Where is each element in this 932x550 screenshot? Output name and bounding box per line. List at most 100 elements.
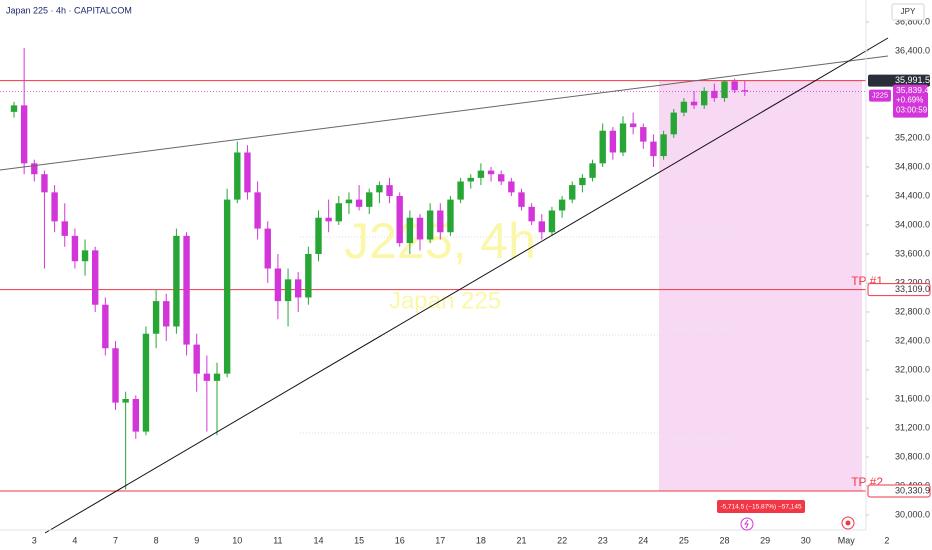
candle-body — [426, 210, 434, 240]
level-tag-label: 35,991.5 — [895, 75, 930, 85]
candle-body — [558, 199, 566, 211]
candle-body — [254, 192, 261, 229]
candle-body — [122, 398, 129, 403]
x-tick-label: 3 — [32, 535, 37, 545]
candle-body — [731, 81, 738, 91]
candle-body — [315, 217, 322, 254]
watermark-name: Japan 225 — [389, 287, 501, 314]
candle-body — [142, 333, 150, 432]
x-tick-label: 22 — [557, 535, 567, 545]
candle-body — [325, 217, 332, 222]
candle-body — [467, 177, 474, 182]
x-tick-label: 4 — [72, 535, 77, 545]
event-icon[interactable] — [841, 516, 855, 530]
candle-body — [81, 250, 89, 262]
candle-body — [203, 373, 211, 381]
candle-body — [447, 199, 454, 233]
candle-body — [274, 268, 282, 302]
measure-label: -5,714.5 (−15.87%) −57,145 — [720, 504, 802, 511]
x-tick-label: 8 — [154, 535, 159, 545]
candle-body — [701, 90, 708, 106]
y-tick-label: 32,400.0 — [895, 335, 930, 345]
candle-body — [629, 123, 637, 128]
candle-body — [10, 105, 18, 112]
event-icon[interactable] — [740, 517, 754, 531]
candle-body — [569, 185, 576, 200]
candle-body — [579, 177, 586, 186]
measure-area — [659, 80, 862, 491]
candle-body — [376, 185, 383, 193]
level-tag — [867, 484, 931, 498]
candle-body — [173, 235, 180, 327]
candle-body — [132, 398, 139, 432]
candle-body — [163, 301, 170, 327]
candle-body — [295, 279, 302, 298]
candle-body — [680, 101, 688, 113]
candle-body — [690, 101, 698, 106]
x-tick-label: 7 — [113, 535, 118, 545]
currency-box[interactable] — [891, 3, 925, 21]
x-tick-label: May — [838, 535, 856, 545]
x-tick-label: 15 — [354, 535, 364, 545]
symbol-tag — [869, 89, 891, 102]
candle-body — [152, 301, 160, 334]
candle-body — [437, 210, 444, 233]
candle-body — [335, 203, 342, 222]
x-tick-label: 30 — [801, 535, 811, 545]
trend-line-lower — [44, 37, 889, 534]
currency[interactable]: JPY — [901, 7, 916, 16]
y-tick-label: 32,800.0 — [895, 306, 930, 316]
candle-body — [741, 90, 748, 92]
candle-body — [213, 373, 221, 381]
candle-body — [20, 105, 28, 164]
candle-body — [477, 170, 485, 178]
y-tick-label: 36,400.0 — [895, 45, 930, 55]
candle-body — [31, 163, 38, 175]
candle-body — [366, 192, 373, 207]
candle-body — [457, 181, 464, 200]
candle-body — [244, 152, 251, 193]
candle-body — [41, 174, 48, 193]
x-tick-label: 21 — [516, 535, 526, 545]
candle-body — [193, 344, 200, 374]
y-tick-label: 35,200.0 — [895, 132, 930, 142]
level-tag-label: 33,109.0 — [895, 284, 930, 294]
candle-body — [223, 199, 231, 374]
x-tick-label: 29 — [760, 535, 770, 545]
candle-body — [518, 192, 525, 207]
candle-body — [102, 304, 109, 349]
candle-body — [619, 123, 627, 153]
candle-body — [487, 170, 495, 175]
y-tick-label: 30,800.0 — [895, 451, 930, 461]
level-tag — [868, 74, 930, 87]
candle-body — [112, 348, 119, 403]
candle-body — [640, 127, 647, 142]
x-tick-label: 10 — [232, 535, 242, 545]
x-tick-label: 16 — [395, 535, 405, 545]
event-icon-bolt — [744, 519, 749, 529]
candles — [10, 48, 748, 490]
x-tick-label: 9 — [194, 535, 199, 545]
candle-body — [548, 210, 556, 233]
candle-body — [345, 199, 353, 204]
candle-body — [538, 221, 545, 233]
candle-body — [528, 206, 535, 222]
y-tick-label: 36,800.0 — [895, 16, 930, 26]
y-tick-label: 32,000.0 — [895, 364, 930, 374]
candle-body — [183, 235, 190, 345]
symbol-tag-label: J225 — [872, 91, 888, 100]
level-tag-label: 30,330.9 — [895, 485, 930, 495]
last-price-countdown: 03:00:59 — [896, 106, 928, 115]
y-tick-label: 31,200.0 — [895, 422, 930, 432]
y-tick-label: 33,200.0 — [895, 277, 930, 287]
candle-body — [660, 134, 667, 157]
candle-body — [61, 221, 68, 236]
x-tick-label: 17 — [435, 535, 445, 545]
last-price-tag — [893, 84, 928, 118]
candle-body — [396, 195, 403, 244]
measure-label-box — [717, 500, 805, 513]
y-tick-label: 30,000.0 — [895, 509, 930, 519]
x-tick-label: 11 — [273, 535, 282, 545]
candle-body — [508, 181, 515, 193]
